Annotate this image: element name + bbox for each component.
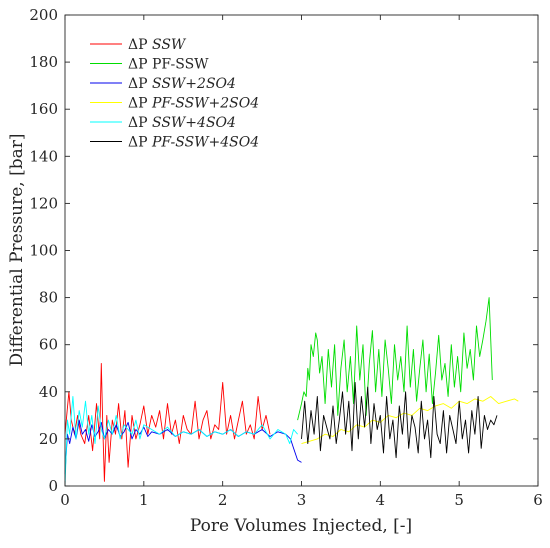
- x-axis-label: Pore Volumes Injected, [-]: [190, 516, 412, 536]
- legend: ΔP SSW ΔP PF-SSW ΔP SSW+2SO4 ΔP PF-SSW+2SO4…: [90, 37, 259, 151]
- legend-label: ΔP SSW+4SO4: [128, 115, 236, 131]
- series-line-6: [301, 381, 498, 459]
- y-tick-label: 20: [39, 430, 58, 448]
- series-line-3: [64, 419, 302, 475]
- x-tick-label: 6: [533, 491, 543, 509]
- legend-label: ΔP SSW+2SO4: [128, 76, 236, 92]
- y-tick-label: 60: [39, 336, 58, 354]
- x-tick-label: 1: [139, 491, 149, 509]
- legend-label: ΔP PF-SSW+2SO4: [128, 96, 259, 112]
- legend-label: ΔP SSW: [128, 37, 187, 53]
- y-tick-label: 200: [29, 6, 58, 24]
- series-line-1: [64, 363, 271, 482]
- y-tick-label: 160: [29, 100, 58, 118]
- y-tick-label: 40: [39, 383, 58, 401]
- x-tick-label: 3: [297, 491, 307, 509]
- y-tick-label: 120: [29, 194, 58, 212]
- y-tick-label: 140: [29, 147, 58, 165]
- series-line-2: [297, 297, 493, 421]
- y-tick-label: 80: [39, 289, 58, 307]
- legend-label: ΔP PF-SSW: [128, 57, 209, 73]
- y-tick-label: 180: [29, 53, 58, 71]
- y-axis-label: Differential Pressure, [bar]: [7, 133, 27, 366]
- series-layer: [64, 297, 519, 487]
- legend-label: ΔP PF-SSW+4SO4: [128, 135, 259, 151]
- y-tick-label: 100: [29, 242, 58, 260]
- x-tick-label: 4: [376, 491, 386, 509]
- y-tick-label: 0: [48, 477, 58, 495]
- x-tick-label: 0: [60, 491, 70, 509]
- series-line-5: [64, 396, 298, 487]
- x-tick-label: 2: [218, 491, 228, 509]
- x-tick-label: 5: [454, 491, 464, 509]
